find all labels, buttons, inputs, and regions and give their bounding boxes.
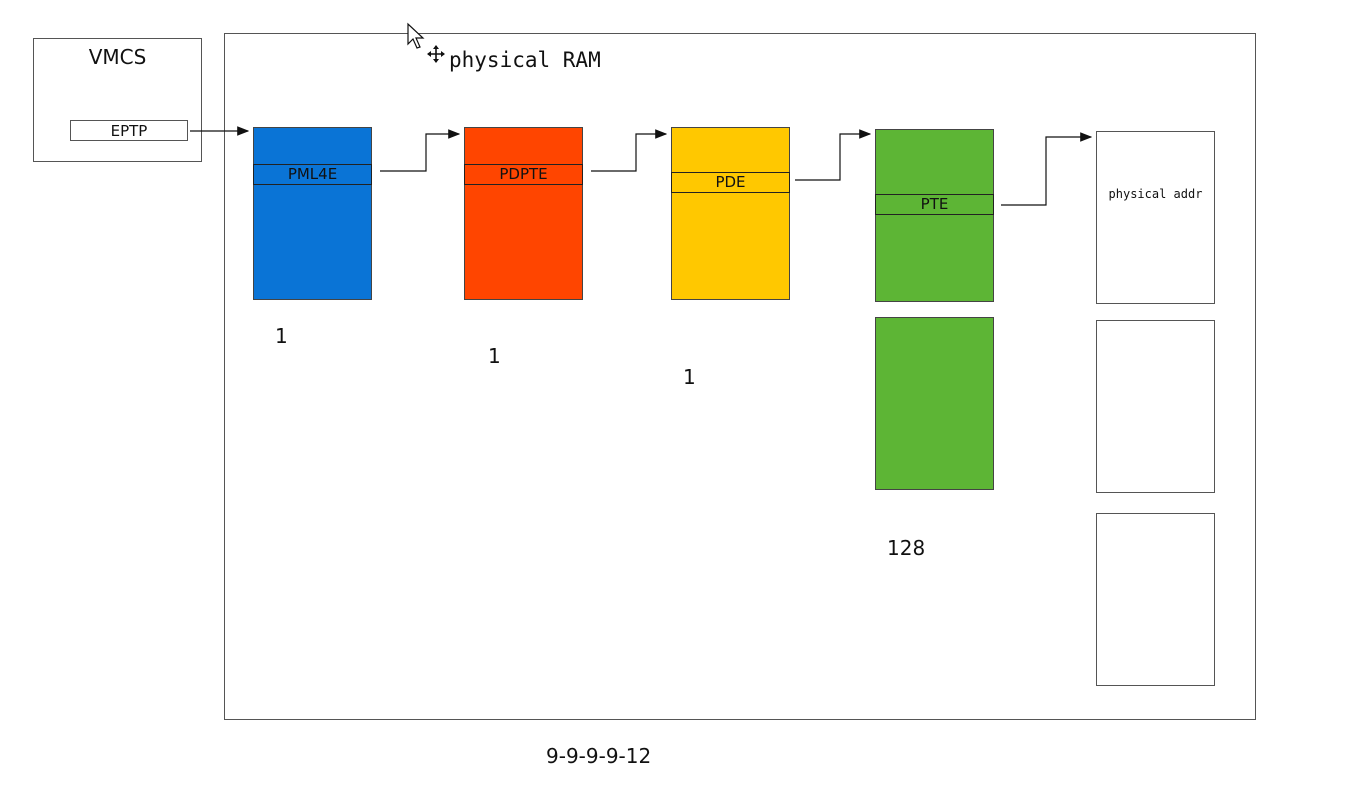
pml4-count: 1 [275,324,288,348]
arrow-pte-to-physical [1001,132,1093,206]
arrow-pde-to-pt [795,129,872,181]
move-cursor-icon [427,45,445,63]
eptp-field: EPTP [70,120,188,141]
pte-entry: PTE [875,194,994,215]
pt-table-second [875,317,994,490]
pt-count: 128 [887,536,926,560]
pde-entry: PDE [671,172,790,193]
pdpt-table [464,127,583,300]
mouse-pointer-icon [407,22,425,49]
vmcs-box: VMCS EPTP [33,38,202,162]
physical-ram-title: physical RAM [449,48,601,72]
pml4-table [253,127,372,300]
pt-table [875,129,994,302]
bit-split-label: 9-9-9-9-12 [546,744,652,768]
physical-addr-label: physical addr [1108,187,1203,201]
pdpte-entry: PDPTE [464,164,583,185]
physical-page: physical addr [1096,131,1215,304]
physical-page-second [1096,320,1215,493]
physical-page-third [1096,513,1215,686]
arrow-pml4e-to-pdpt [380,129,461,172]
pd-count: 1 [683,365,696,389]
pdpt-count: 1 [488,344,501,368]
vmcs-title: VMCS [88,45,147,69]
arrow-pdpte-to-pd [591,129,668,172]
pml4e-entry: PML4E [253,164,372,185]
physical-ram-frame [224,33,1256,720]
pd-table [671,127,790,300]
